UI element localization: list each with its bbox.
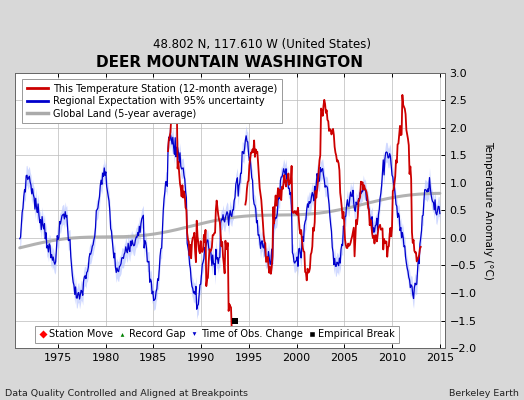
Text: Berkeley Earth: Berkeley Earth (449, 389, 519, 398)
Title: DEER MOUNTAIN WASHINGTON: DEER MOUNTAIN WASHINGTON (96, 55, 363, 70)
Y-axis label: Temperature Anomaly (°C): Temperature Anomaly (°C) (483, 141, 493, 280)
Legend: Station Move, Record Gap, Time of Obs. Change, Empirical Break: Station Move, Record Gap, Time of Obs. C… (35, 326, 399, 343)
Text: Data Quality Controlled and Aligned at Breakpoints: Data Quality Controlled and Aligned at B… (5, 389, 248, 398)
Text: 48.802 N, 117.610 W (United States): 48.802 N, 117.610 W (United States) (153, 38, 371, 51)
